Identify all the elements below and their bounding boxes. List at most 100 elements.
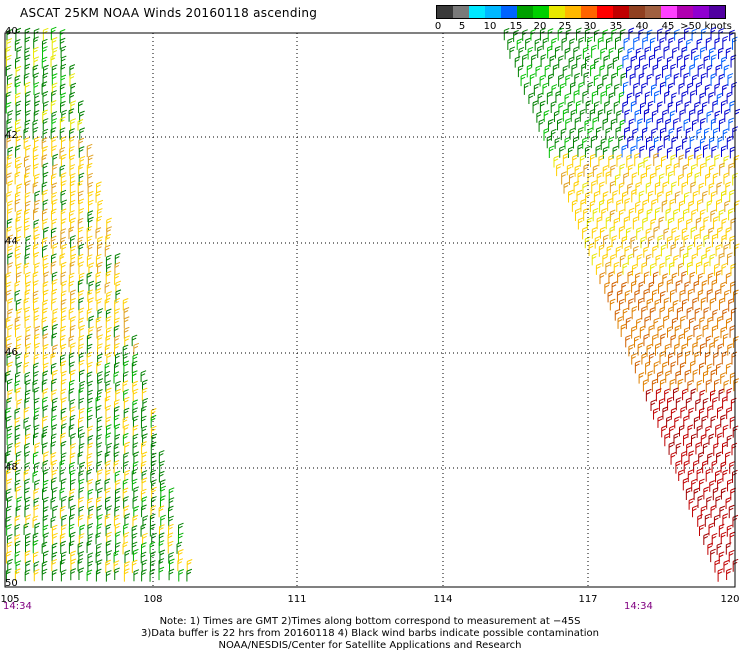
- wind-barb: [79, 127, 85, 141]
- wind-barb: [87, 243, 94, 257]
- wind-barb: [51, 136, 57, 149]
- wind-barb: [626, 92, 633, 105]
- wind-barb: [696, 244, 703, 257]
- wind-barb: [670, 289, 676, 303]
- wind-barb: [686, 307, 693, 320]
- wind-barb: [70, 478, 76, 491]
- wind-barb: [59, 127, 66, 140]
- wind-barb: [87, 380, 93, 393]
- wind-barb: [51, 218, 58, 231]
- wind-barb: [696, 153, 703, 167]
- wind-barb: [86, 452, 93, 465]
- wind-barb: [589, 200, 596, 213]
- wind-barb: [638, 208, 644, 221]
- wind-barb: [42, 218, 49, 231]
- wind-barb: [681, 46, 688, 59]
- wind-barb: [68, 145, 75, 159]
- wind-barb: [522, 54, 528, 68]
- wind-barb: [52, 344, 58, 357]
- wind-barb: [645, 181, 652, 194]
- scale-swatch: [453, 6, 469, 18]
- wind-barb: [554, 137, 561, 149]
- wind-barb: [729, 100, 736, 113]
- wind-barb: [32, 470, 39, 483]
- wind-barb: [132, 496, 139, 509]
- wind-barb: [704, 513, 711, 527]
- wind-barb: [610, 253, 616, 267]
- wind-barb: [123, 326, 130, 339]
- wind-barb: [694, 233, 700, 248]
- wind-barb: [708, 433, 715, 446]
- wind-barb: [78, 359, 85, 374]
- wind-barb: [569, 38, 575, 51]
- wind-barb: [577, 217, 584, 230]
- wind-barb: [564, 136, 571, 150]
- wind-barb: [113, 325, 120, 338]
- wind-barb: [59, 164, 66, 177]
- wind-barb: [718, 252, 725, 266]
- wind-barb: [105, 254, 112, 267]
- wind-barb: [727, 343, 733, 356]
- wind-barb: [687, 334, 693, 347]
- wind-barb: [32, 451, 39, 465]
- wind-barb: [691, 253, 698, 266]
- wind-barb: [141, 569, 147, 582]
- wind-barb: [574, 72, 580, 86]
- wind-barb: [608, 136, 615, 149]
- scale-label-35: 35: [609, 21, 623, 32]
- wind-barb: [41, 81, 48, 95]
- wind-barb: [626, 65, 632, 78]
- wind-barb: [674, 191, 681, 204]
- wind-barb: [726, 568, 732, 581]
- wind-barb: [123, 307, 130, 320]
- wind-barb: [582, 46, 589, 60]
- wind-barb: [42, 405, 49, 419]
- wind-barb: [602, 146, 609, 159]
- wind-barb: [684, 101, 691, 114]
- wind-barb: [5, 488, 12, 501]
- wind-barb: [52, 153, 59, 167]
- wind-barb: [15, 560, 22, 573]
- wind-barb: [673, 208, 679, 222]
- wind-barb: [41, 541, 48, 554]
- wind-barb: [52, 242, 59, 257]
- wind-barb: [666, 56, 673, 69]
- wind-barb: [627, 47, 634, 60]
- wind-barb: [24, 451, 31, 464]
- wind-barb: [96, 181, 102, 194]
- wind-barb: [158, 450, 165, 464]
- wind-barb: [726, 406, 732, 420]
- wind-barb: [675, 145, 682, 158]
- wind-barb: [699, 316, 706, 330]
- wind-barb: [34, 342, 40, 356]
- wind-barb: [552, 64, 559, 77]
- wind-barb: [686, 261, 693, 275]
- wind-barb: [634, 289, 641, 303]
- wind-barb: [87, 497, 93, 510]
- wind-barb: [613, 100, 620, 114]
- wind-barb: [105, 487, 111, 500]
- wind-barb: [122, 371, 129, 383]
- wind-barb: [709, 47, 715, 60]
- wind-barb: [562, 153, 569, 167]
- wind-barb: [169, 558, 175, 572]
- wind-barb: [5, 64, 12, 77]
- wind-barb: [640, 236, 647, 249]
- wind-barb: [602, 74, 609, 87]
- wind-barb: [616, 64, 623, 77]
- wind-barb: [33, 386, 40, 401]
- wind-barb: [95, 227, 102, 239]
- wind-barb: [632, 128, 639, 141]
- wind-barb: [562, 108, 569, 122]
- wind-barb: [722, 469, 729, 482]
- wind-barb: [87, 533, 94, 546]
- wind-barb: [638, 372, 645, 384]
- wind-barb: [616, 289, 623, 303]
- wind-barb-swaths: [5, 26, 740, 582]
- wind-barb: [60, 569, 67, 582]
- wind-barb: [132, 415, 139, 428]
- wind-barb: [565, 29, 572, 41]
- wind-barb: [6, 524, 12, 536]
- wind-barb: [638, 72, 645, 86]
- wind-barb: [678, 469, 684, 482]
